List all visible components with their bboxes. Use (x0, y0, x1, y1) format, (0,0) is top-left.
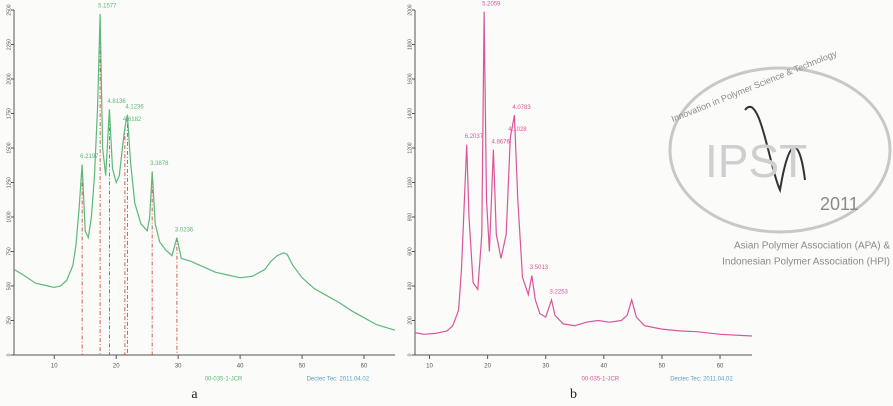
y-tick-label: 1250 (6, 177, 12, 188)
caption: a (191, 387, 198, 402)
y-tick-label: 1800 (407, 39, 413, 50)
peak-label: 5.2059 (482, 1, 501, 7)
stamp-year: 2011 (820, 194, 859, 214)
peak-label: 6.2037 (465, 134, 484, 140)
peak-label: 3.2253 (550, 289, 569, 295)
signature (744, 105, 806, 194)
y-tick-label: 1500 (6, 142, 12, 153)
y-tick-label: 250 (6, 316, 12, 325)
chart: 0 200 400 600 800 1000 1200 1400 1600 1800 2000 10 2… (407, 1, 753, 402)
stamp-logo: IPST (705, 135, 807, 187)
stamp-line: Indonesian Polymer Association (HPI) (722, 257, 890, 268)
y-tick-label: 2500 (6, 4, 12, 15)
peak-label: 4.1236 (125, 104, 144, 110)
peak-label: 6.2197 (80, 154, 99, 160)
y-tick-label: 500 (6, 282, 12, 291)
x-tick-label: 60 (361, 364, 368, 370)
x-tick-label: 30 (175, 364, 182, 370)
pattern-line (414, 11, 753, 337)
y-tick-label: 750 (6, 247, 12, 256)
x-tick-label: 20 (484, 364, 491, 370)
y-tick-label: 2250 (6, 39, 12, 50)
y-tick-label: 1750 (6, 108, 12, 119)
y-tick-label: 2000 (407, 4, 413, 15)
pattern-line (13, 14, 396, 331)
x-tick-label: 50 (659, 364, 666, 370)
x-tick-label: 50 (299, 364, 306, 370)
x-tick-label: 40 (600, 364, 607, 370)
chart: 0 250 500 750 1000 1250 1500 1750 2000 2250 2500 10… (6, 4, 396, 402)
y-tick-label: 400 (407, 282, 413, 291)
y-tick-label: 0 (6, 353, 12, 356)
y-tick-label: 600 (407, 247, 413, 256)
footer-right: Dectec Tec: 2011.04.02 (670, 377, 733, 383)
peak-label: 4.8136 (107, 99, 126, 105)
y-tick-label: 1000 (407, 177, 413, 188)
y-tick-label: 0 (407, 353, 413, 356)
y-tick-label: 200 (407, 316, 413, 325)
y-tick-label: 2000 (6, 73, 12, 84)
peak-label: 4.1028 (508, 127, 527, 133)
peak-label: 3.3878 (150, 161, 169, 167)
peak-label: 4.0783 (512, 105, 531, 111)
footer-left: 00-035-1-JCR (582, 377, 620, 383)
y-tick-label: 1200 (407, 142, 413, 153)
peak-label: 3.5013 (530, 265, 549, 271)
x-tick-label: 10 (426, 364, 433, 370)
footer-left: 00-035-1-JCR (205, 377, 243, 383)
x-tick-label: 60 (717, 364, 724, 370)
stamp-line: Asian Polymer Association (APA) & (734, 241, 890, 252)
y-tick-label: 1400 (407, 108, 413, 119)
stamp-ring (668, 66, 892, 234)
peak-label: 4.6182 (123, 117, 142, 123)
x-tick-label: 30 (542, 364, 549, 370)
peak-label: 4.8676 (491, 139, 510, 145)
x-tick-label: 10 (51, 364, 58, 370)
y-tick-label: 1600 (407, 73, 413, 84)
peak-label: 5.1577 (98, 4, 117, 10)
peak-label: 3.0236 (175, 227, 194, 233)
x-tick-label: 20 (113, 364, 120, 370)
caption: b (570, 387, 577, 402)
footer-right: Dectec Tec: 2011.04.02 (307, 377, 370, 383)
y-tick-label: 800 (407, 213, 413, 222)
x-tick-label: 40 (237, 364, 244, 370)
y-tick-label: 1000 (6, 211, 12, 222)
